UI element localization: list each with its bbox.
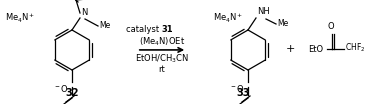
Text: $^-$O: $^-$O bbox=[53, 83, 69, 94]
Text: O: O bbox=[328, 22, 334, 31]
Text: catalyst: catalyst bbox=[126, 25, 162, 34]
Text: 32: 32 bbox=[65, 88, 79, 98]
Text: Me: Me bbox=[99, 20, 110, 30]
Text: 31: 31 bbox=[162, 25, 174, 34]
Text: 33: 33 bbox=[236, 88, 250, 98]
Text: Me: Me bbox=[277, 19, 288, 27]
Text: CHF$_2$: CHF$_2$ bbox=[345, 42, 366, 54]
Text: Me$_4$N$^+$: Me$_4$N$^+$ bbox=[5, 12, 36, 25]
Text: rt: rt bbox=[159, 65, 165, 74]
Text: EtO: EtO bbox=[308, 45, 323, 53]
Text: (Me$_4$N)OEt: (Me$_4$N)OEt bbox=[139, 36, 185, 48]
Text: N: N bbox=[81, 8, 87, 17]
Text: Me$_4$N$^+$: Me$_4$N$^+$ bbox=[213, 12, 243, 25]
Text: +: + bbox=[285, 44, 295, 54]
Text: NH: NH bbox=[257, 7, 270, 16]
Text: $^-$O: $^-$O bbox=[229, 83, 245, 94]
Text: EtOH/CH$_3$CN: EtOH/CH$_3$CN bbox=[135, 53, 189, 65]
